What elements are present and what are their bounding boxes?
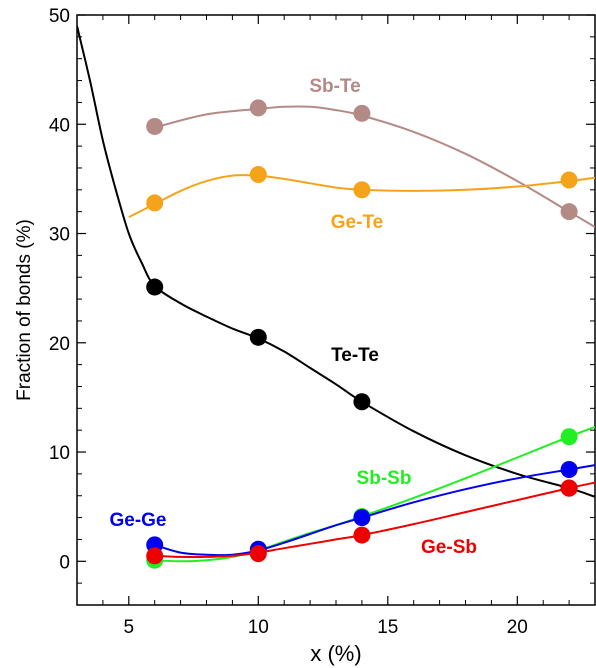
data-point-sb-te <box>560 203 578 221</box>
x-tick-label: 15 <box>377 617 398 638</box>
data-point-ge-sb <box>560 479 578 497</box>
series-label-sb-sb: Sb-Sb <box>357 468 412 489</box>
series-label-sb-te: Sb-Te <box>309 76 360 97</box>
series-label-ge-sb: Ge-Sb <box>421 537 477 558</box>
series-line-sb-te <box>154 105 595 228</box>
x-tick-label: 5 <box>124 617 135 638</box>
x-axis-label: x (%) <box>310 641 361 666</box>
axis-tick-labels: 5 10 15 20 0 10 20 30 40 50 <box>49 6 528 638</box>
series-line-te-te <box>77 25 595 498</box>
y-tick-label: 10 <box>49 443 70 464</box>
series-line-ge-te <box>128 174 595 218</box>
y-tick-label: 40 <box>49 115 70 136</box>
y-tick-label: 0 <box>59 552 70 573</box>
series-line-ge-sb <box>154 481 595 559</box>
data-point-ge-ge <box>353 509 371 527</box>
data-point-ge-sb <box>249 545 267 563</box>
data-point-sb-te <box>249 99 267 117</box>
series-markers <box>146 99 578 569</box>
data-point-ge-te <box>353 181 371 199</box>
data-point-ge-te <box>560 171 578 189</box>
data-point-sb-sb <box>560 428 578 446</box>
series-label-ge-ge: Ge-Ge <box>109 510 166 531</box>
data-point-ge-te <box>146 194 164 212</box>
data-point-ge-ge <box>560 461 578 479</box>
data-point-te-te <box>146 278 164 296</box>
series-labels: Sb-Te Ge-Te Te-Te Sb-Sb Ge-Ge Ge-Sb <box>109 76 476 558</box>
x-tick-label: 20 <box>507 617 528 638</box>
data-point-te-te <box>249 328 267 346</box>
x-tick-label: 10 <box>248 617 269 638</box>
y-tick-label: 30 <box>49 225 70 246</box>
data-point-ge-sb <box>353 526 371 544</box>
y-axis-label: Fraction of bonds (%) <box>14 219 35 401</box>
data-point-ge-te <box>249 166 267 184</box>
axis-ticks <box>76 14 596 606</box>
data-point-sb-te <box>146 117 164 135</box>
y-tick-label: 50 <box>49 6 70 27</box>
series-line-ge-ge <box>154 464 595 557</box>
data-point-sb-te <box>353 104 371 122</box>
series-label-te-te: Te-Te <box>331 345 379 366</box>
series-label-ge-te: Ge-Te <box>331 212 383 233</box>
data-point-ge-sb <box>146 547 164 565</box>
data-point-te-te <box>353 393 371 411</box>
y-tick-label: 20 <box>49 334 70 355</box>
series-line-sb-sb <box>154 425 595 563</box>
